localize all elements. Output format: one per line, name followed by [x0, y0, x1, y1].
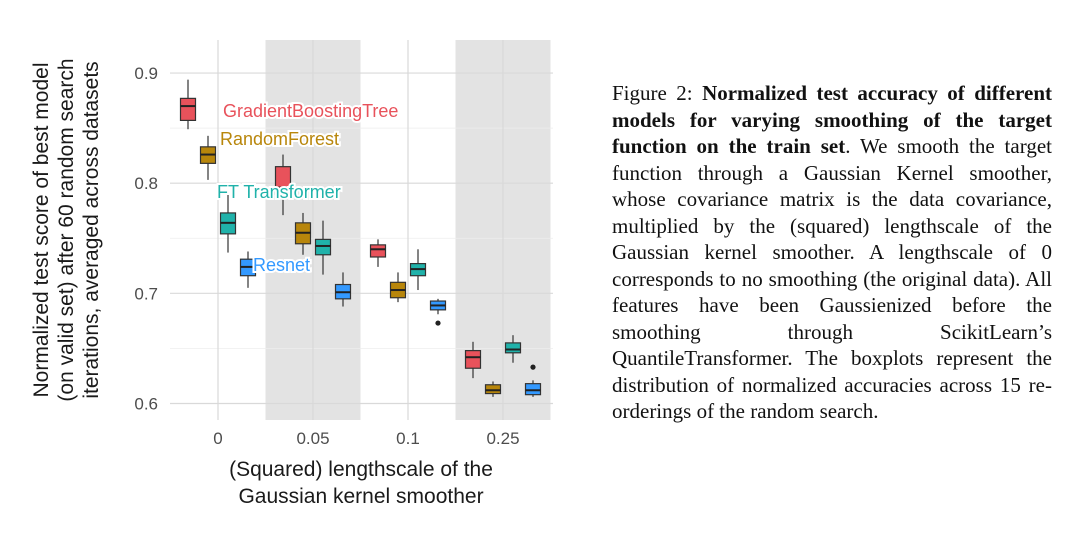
series-label-resnet: Resnet [253, 255, 310, 275]
boxplot-svg: 0.6 0.7 0.8 0.9 0 0.05 0.1 0.25 (Squared) length… [30, 40, 553, 508]
y-tick-label: 0.9 [134, 64, 158, 83]
y-axis-title: iterations, averaged across datasets [80, 61, 103, 398]
series-label-gradientboostingtree: GradientBoostingTree [223, 101, 398, 121]
series-label-ft-transformer: FT Transformer [217, 182, 341, 202]
x-tick-label: 0 [213, 429, 222, 448]
y-tick-label: 0.6 [134, 394, 158, 413]
x-axis-title: (Squared) lengthscale of the [229, 458, 493, 481]
y-axis-title: (on valid set) after 60 random search [55, 58, 78, 401]
box-gradientboostingtree [464, 350, 482, 369]
caption-figure-label: Figure 2: [612, 81, 693, 105]
y-tick-label: 0.8 [134, 174, 158, 193]
series-label-randomforest: RandomForest [220, 129, 339, 149]
x-tick-label: 0.1 [396, 429, 420, 448]
box-gradientboostingtree [179, 97, 197, 122]
y-axis-title: Normalized test score of best model [30, 63, 53, 398]
caption-body-text: . We smooth the target function through … [612, 134, 1052, 423]
x-tick-label: 0.25 [486, 429, 519, 448]
box-randomforest [484, 384, 502, 395]
caption-bold-text: Normalized test accuracy of different mo… [612, 81, 1052, 158]
figure-caption: Figure 2: Normalized test accuracy of di… [612, 80, 1052, 425]
box-ft-transformer [314, 238, 332, 256]
x-tick-label: 0.05 [296, 429, 329, 448]
box-resnet [524, 383, 542, 396]
outlier-point [435, 320, 441, 326]
box-ft-transformer [504, 342, 522, 354]
boxplot-chart: 0.6 0.7 0.8 0.9 0 0.05 0.1 0.25 (Squared) length… [30, 40, 553, 508]
box-gradientboostingtree [369, 244, 387, 258]
outlier-point [530, 364, 536, 370]
y-tick-label: 0.7 [134, 284, 158, 303]
x-axis-title: Gaussian kernel smoother [238, 485, 483, 508]
